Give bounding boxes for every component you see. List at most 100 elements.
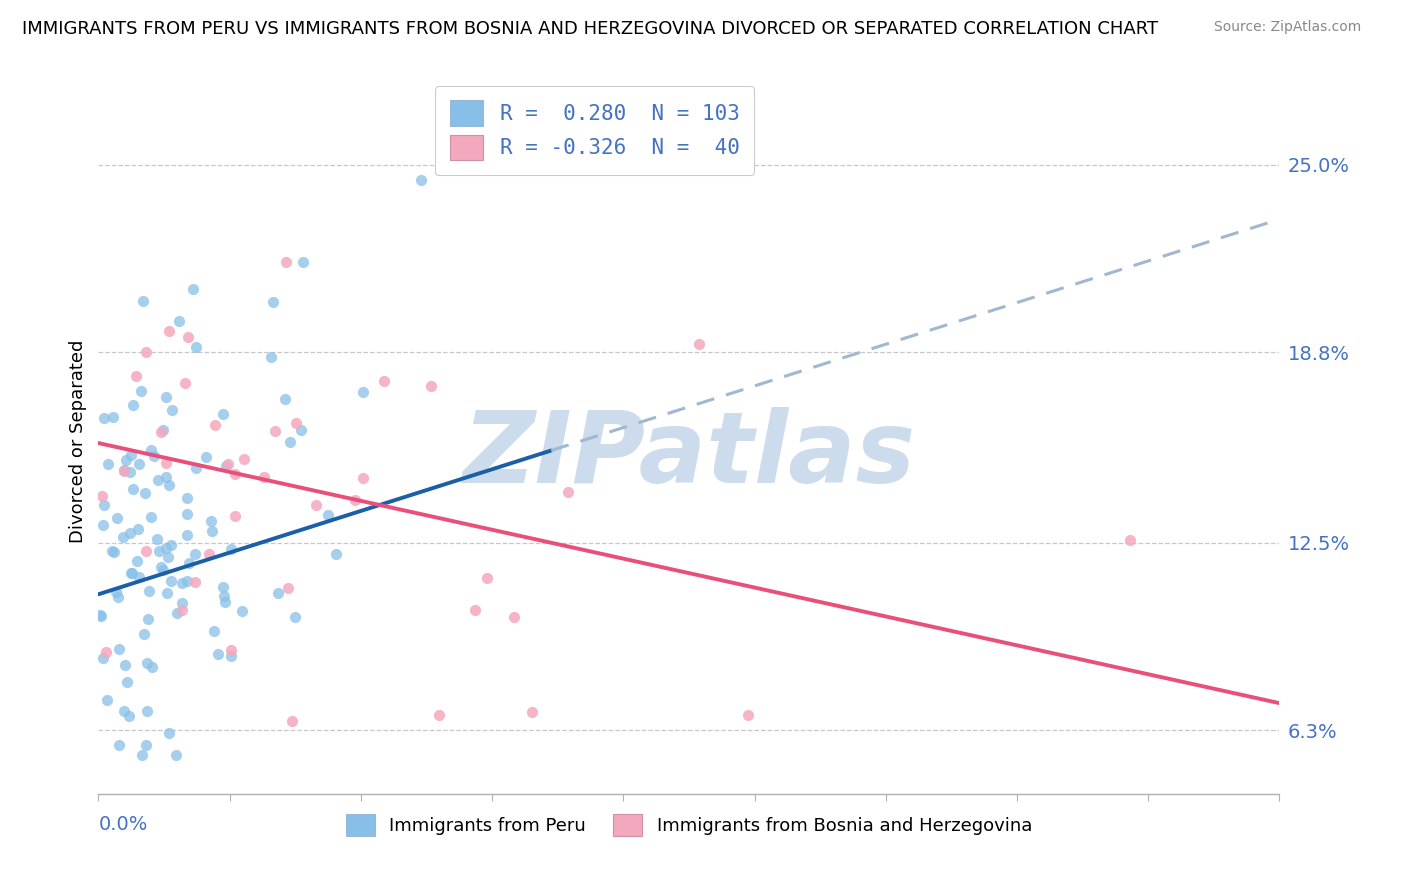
- Point: [285, 416, 308, 430]
- Point: [139, 510, 162, 524]
- Point: [132, 293, 155, 308]
- Point: [107, 739, 129, 753]
- Point: [224, 509, 246, 524]
- Point: [118, 465, 141, 479]
- Point: [260, 351, 283, 365]
- Point: [96, 693, 118, 707]
- Point: [103, 545, 125, 559]
- Point: [155, 456, 177, 470]
- Point: [97, 457, 120, 471]
- Point: [108, 642, 131, 657]
- Point: [305, 498, 328, 512]
- Point: [176, 491, 198, 505]
- Point: [90, 489, 112, 503]
- Point: [176, 507, 198, 521]
- Point: [233, 451, 256, 466]
- Point: [121, 566, 143, 580]
- Point: [198, 547, 221, 561]
- Point: [292, 254, 315, 268]
- Point: [120, 448, 142, 462]
- Text: 0.0%: 0.0%: [98, 815, 148, 834]
- Point: [115, 452, 138, 467]
- Point: [146, 532, 169, 546]
- Point: [165, 747, 187, 762]
- Point: [520, 705, 543, 719]
- Point: [274, 254, 297, 268]
- Point: [267, 585, 290, 599]
- Point: [174, 376, 197, 390]
- Point: [157, 726, 180, 740]
- Point: [207, 647, 229, 661]
- Point: [284, 610, 307, 624]
- Point: [194, 450, 217, 465]
- Point: [148, 543, 170, 558]
- Point: [93, 410, 115, 425]
- Point: [134, 485, 156, 500]
- Point: [278, 435, 301, 450]
- Point: [201, 524, 224, 538]
- Point: [231, 604, 253, 618]
- Point: [166, 606, 188, 620]
- Point: [202, 624, 225, 638]
- Point: [139, 442, 162, 457]
- Point: [737, 708, 759, 723]
- Point: [115, 674, 138, 689]
- Point: [141, 660, 163, 674]
- Point: [274, 392, 297, 406]
- Point: [477, 571, 499, 585]
- Point: [127, 522, 149, 536]
- Point: [177, 330, 200, 344]
- Point: [121, 482, 143, 496]
- Point: [170, 603, 193, 617]
- Point: [122, 398, 145, 412]
- Point: [502, 610, 524, 624]
- Point: [373, 374, 395, 388]
- Legend: Immigrants from Peru, Immigrants from Bosnia and Herzegovina: Immigrants from Peru, Immigrants from Bo…: [337, 805, 1040, 845]
- Point: [146, 473, 169, 487]
- Point: [125, 369, 148, 384]
- Point: [149, 560, 172, 574]
- Point: [464, 603, 486, 617]
- Point: [100, 543, 122, 558]
- Point: [172, 596, 194, 610]
- Point: [156, 585, 179, 599]
- Point: [343, 492, 366, 507]
- Point: [143, 449, 166, 463]
- Point: [281, 714, 304, 728]
- Point: [290, 423, 312, 437]
- Point: [135, 657, 157, 671]
- Point: [157, 324, 180, 338]
- Point: [132, 627, 155, 641]
- Point: [90, 609, 112, 624]
- Point: [162, 403, 184, 417]
- Point: [101, 409, 124, 424]
- Point: [262, 294, 284, 309]
- Point: [176, 528, 198, 542]
- Y-axis label: Divorced or Separated: Divorced or Separated: [69, 340, 87, 543]
- Point: [170, 575, 193, 590]
- Point: [219, 649, 242, 664]
- Point: [181, 282, 204, 296]
- Point: [253, 470, 276, 484]
- Point: [217, 457, 239, 471]
- Point: [107, 590, 129, 604]
- Point: [136, 704, 159, 718]
- Point: [219, 643, 242, 657]
- Point: [177, 556, 200, 570]
- Point: [91, 651, 114, 665]
- Point: [427, 708, 450, 723]
- Point: [221, 541, 243, 556]
- Point: [89, 607, 111, 622]
- Point: [411, 173, 433, 187]
- Point: [420, 379, 443, 393]
- Point: [155, 541, 177, 555]
- Point: [204, 417, 226, 432]
- Point: [160, 574, 183, 588]
- Point: [129, 384, 152, 398]
- Point: [125, 554, 148, 568]
- Point: [157, 478, 180, 492]
- Point: [128, 458, 150, 472]
- Point: [277, 581, 299, 595]
- Point: [96, 645, 118, 659]
- Point: [176, 574, 198, 588]
